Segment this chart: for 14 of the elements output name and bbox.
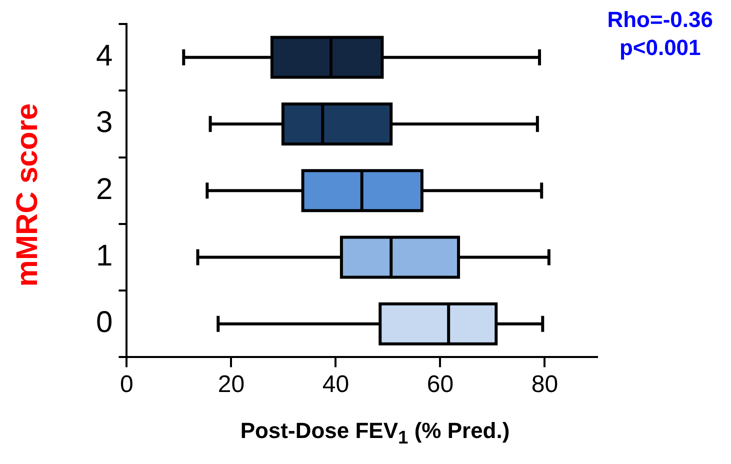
y-tick-label: 1 [96,240,113,273]
x-axis-title: Post-Dose FEV$_{1}$ (% Pred.) [239,418,511,448]
x-tick-label: 0 [120,371,134,398]
y-tick-label: 3 [96,106,113,140]
text: p<0.001 [618,34,702,62]
x-tick-label: 80 [531,371,558,398]
y-axis-title: mMRC score [11,102,45,289]
x-tick-label: 40 [322,371,350,398]
y-tick-label: 0 [96,306,113,340]
text: Rho=-0.36 [607,6,713,34]
y-tick-label: 4 [96,40,113,73]
y-tick-label: 2 [96,172,113,206]
x-tick-label: 60 [426,371,454,398]
x-tick-label: 20 [218,371,245,398]
